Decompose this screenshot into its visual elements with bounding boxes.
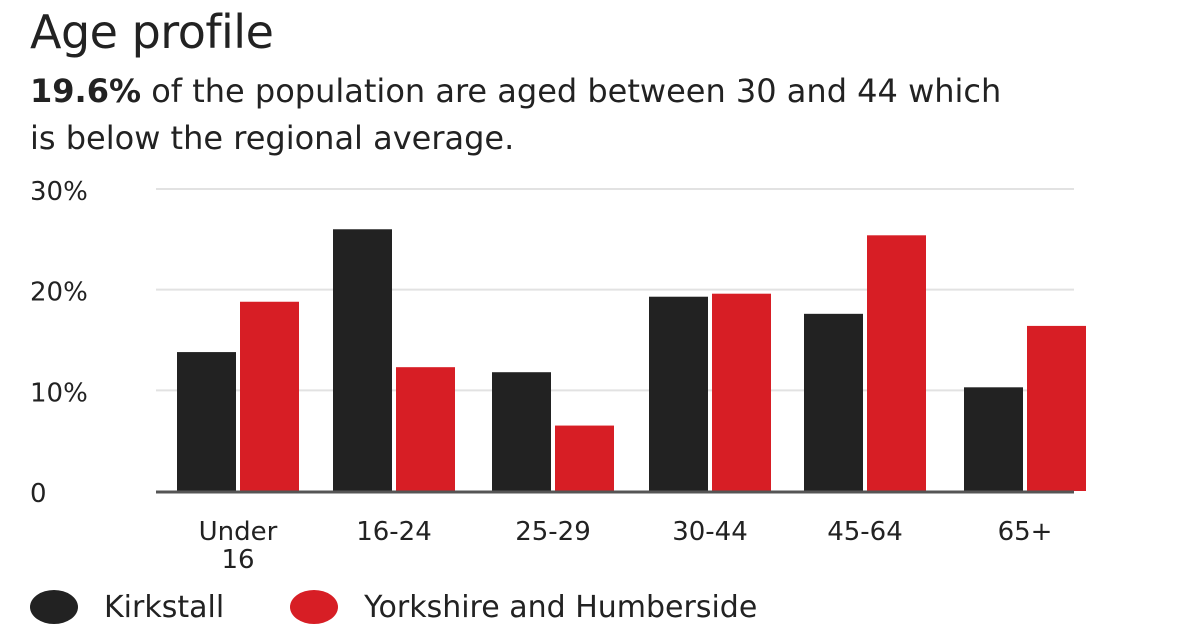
bar-kirkstall (964, 387, 1023, 491)
y-tick-label: 0 (30, 479, 47, 509)
x-tick-label: 65+ (998, 517, 1053, 547)
x-tick-label: 45-64 (827, 517, 903, 547)
bar-kirkstall (649, 296, 708, 491)
bar-region (240, 301, 299, 491)
legend-label-kirkstall: Kirkstall (104, 589, 225, 625)
x-tick-label: 30-44 (672, 517, 748, 547)
bar-region (396, 367, 455, 491)
subtitle-text: of the population are aged between 30 an… (30, 72, 1002, 157)
bar-region (555, 425, 614, 491)
legend-swatch-region (290, 590, 339, 624)
y-tick-label: 30% (30, 177, 88, 207)
bar-kirkstall (804, 313, 863, 491)
bar-kirkstall (177, 352, 236, 491)
x-tick-label: Under 16 (199, 517, 278, 575)
x-tick-label: 16-24 (356, 517, 432, 547)
chart-subtitle: 19.6% of the population are aged between… (30, 68, 1030, 162)
bar-region (712, 293, 771, 491)
x-tick-label: 25-29 (515, 517, 591, 547)
chart-title: Age profile (30, 5, 274, 59)
y-tick-label: 10% (30, 378, 88, 408)
subtitle-highlight: 19.6% (30, 72, 142, 110)
bar-region (1027, 325, 1086, 491)
bar-kirkstall (492, 372, 551, 491)
legend: Kirkstall Yorkshire and Humberside (30, 584, 823, 630)
legend-label-region: Yorkshire and Humberside (364, 589, 758, 625)
bar-kirkstall (333, 229, 392, 491)
bar-region (867, 235, 926, 491)
legend-swatch-kirkstall (30, 590, 78, 624)
legend-item-kirkstall: Kirkstall (30, 590, 224, 625)
y-tick-label: 20% (30, 278, 88, 308)
legend-item-region: Yorkshire and Humberside (290, 590, 757, 625)
